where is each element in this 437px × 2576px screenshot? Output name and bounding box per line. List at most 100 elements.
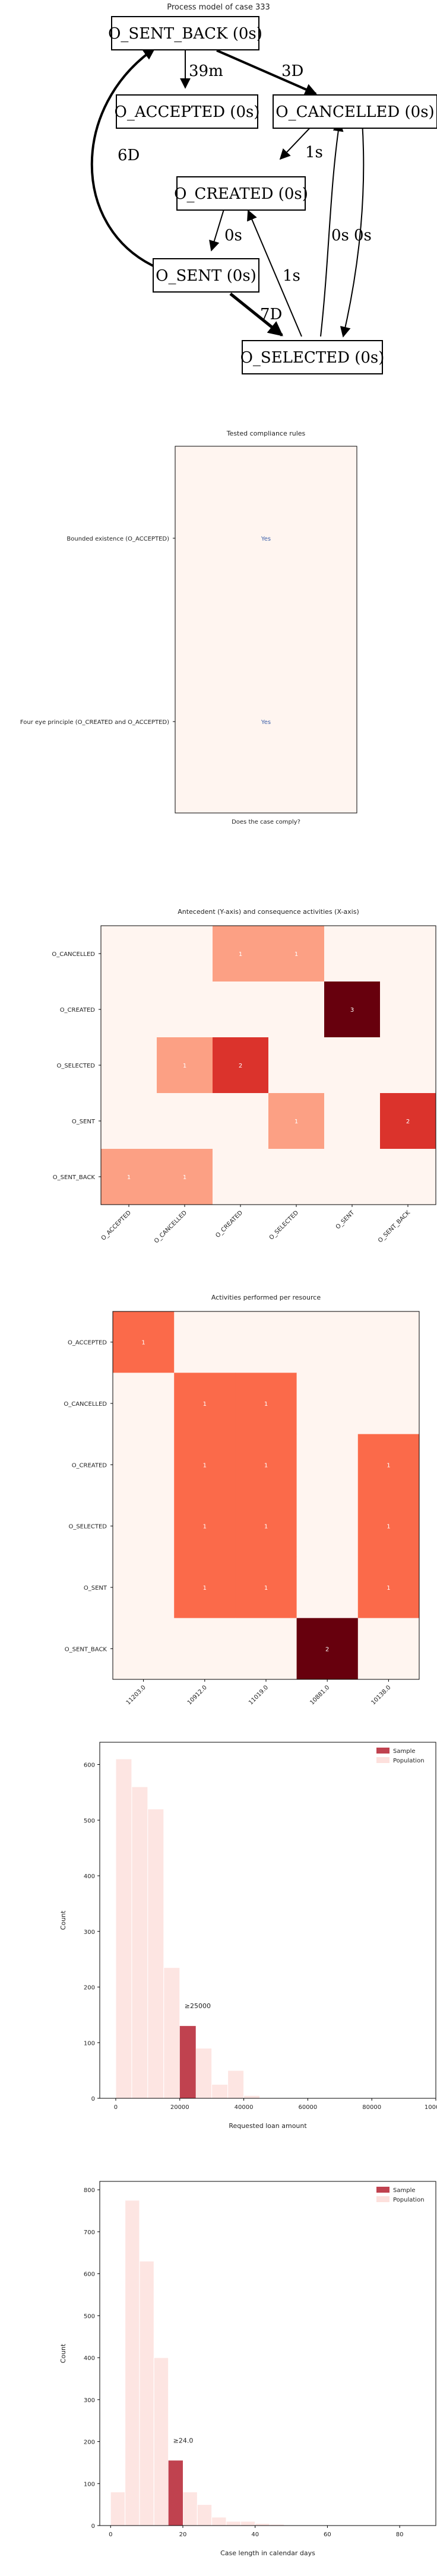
heatmap-cell-value: 1 xyxy=(203,1585,207,1592)
heatmap-cell xyxy=(101,926,157,982)
edge-sent-selected xyxy=(229,293,283,336)
heatmap-cell xyxy=(174,1311,236,1373)
heatmap-cell xyxy=(324,926,381,982)
edge-label-3d: 3D xyxy=(281,62,303,80)
heatmap-cell-value: 1 xyxy=(141,1340,145,1346)
heatmap-x-label: 11019.0 xyxy=(248,1684,270,1706)
heatmap-cell xyxy=(324,1093,381,1149)
hist-x-tick-label: 40 xyxy=(251,2531,259,2538)
hist-y-tick-label: 300 xyxy=(84,1929,95,1936)
heatmap-cell-value: 1 xyxy=(264,1462,268,1469)
hist-y-label: Count xyxy=(59,2343,67,2363)
heatmap-cell xyxy=(235,1557,297,1619)
heatmap-cell xyxy=(235,1618,297,1680)
heatmap-cell xyxy=(380,926,436,982)
node-box-cancelled xyxy=(273,94,437,129)
compliance-x-label: Does the case comply? xyxy=(232,819,300,825)
heatmap-cell-value: 1 xyxy=(387,1585,390,1592)
node-accepted: O_ACCEPTED (0s) xyxy=(115,103,260,121)
compliance-row-2: Four eye principle (O_CREATED and O_ACCE… xyxy=(20,719,271,726)
heatmap-cell-value: 1 xyxy=(239,951,242,958)
population-bar xyxy=(110,2491,126,2526)
heatmap-cell xyxy=(157,1093,213,1149)
hist-x-tick-label: 0 xyxy=(109,2531,112,2538)
heatmap-cell xyxy=(213,926,269,982)
population-bar xyxy=(211,2517,227,2526)
heatmap-cell xyxy=(235,1495,297,1557)
heatmap-cell xyxy=(174,1495,236,1557)
population-bar xyxy=(240,2521,256,2526)
compliance-rule-value: Yes xyxy=(261,719,271,726)
node-box-created xyxy=(176,176,306,211)
heatmap-x-label: O_SENT_BACK xyxy=(377,1209,411,1244)
legend-swatch-sample xyxy=(376,2187,390,2193)
heatmap-y-label: O_ACCEPTED xyxy=(68,1340,107,1346)
heatmap-cell xyxy=(113,1618,175,1680)
edge-selected-created xyxy=(247,209,302,337)
edge-label-1s-b: 1s xyxy=(283,267,300,285)
hist-x-tick-label: 60000 xyxy=(298,2104,317,2111)
population-bar xyxy=(182,2491,198,2526)
hist-x-tick-label: 80 xyxy=(396,2531,404,2538)
hist-x-tick-label: 20 xyxy=(179,2531,187,2538)
heatmap-x-label: O_SELECTED xyxy=(268,1209,300,1241)
heatmap-cell-value: 1 xyxy=(264,1401,268,1408)
hist-x-tick-label: 40000 xyxy=(235,2104,254,2111)
heatmap-cell xyxy=(357,1557,420,1619)
hist-y-tick-label: 400 xyxy=(84,1873,95,1880)
hist-frame xyxy=(99,2181,436,2526)
heatmap-y-label: O_SENT xyxy=(84,1585,107,1592)
hist-x-label: Case length in calendar days xyxy=(220,2549,315,2557)
heatmap-x-label: O_SENT xyxy=(335,1209,356,1231)
heatmap-cell-value: 2 xyxy=(239,1063,242,1069)
population-bar xyxy=(195,2048,213,2099)
node-box-sent-back xyxy=(111,16,259,50)
hist-y-tick-label: 100 xyxy=(84,2481,95,2488)
heatmap-cell xyxy=(101,1149,157,1205)
heatmap-cell xyxy=(324,982,381,1038)
heatmap-cell xyxy=(296,1618,359,1680)
legend-label-population: Population xyxy=(393,1758,425,1764)
compliance-table: Tested compliance rules Bounded existenc… xyxy=(20,430,357,825)
sample-annotation: ≥25000 xyxy=(185,2002,211,2010)
heatmap-cell xyxy=(113,1495,175,1557)
heatmap-cell-value: 1 xyxy=(294,1119,298,1125)
heatmap-y-label: O_SENT_BACK xyxy=(53,1174,96,1181)
heatmap-x-label: O_CREATED xyxy=(214,1209,244,1239)
heatmap-cell-value: 1 xyxy=(203,1401,207,1408)
edge-sent-sent-back xyxy=(90,47,156,267)
heatmap-cell xyxy=(268,926,325,982)
heatmap-cell xyxy=(268,982,325,1038)
compliance-rule-label: Bounded existence (O_ACCEPTED) xyxy=(66,536,169,542)
edge-label-1s-a: 1s xyxy=(305,144,323,161)
hist-y-tick-label: 600 xyxy=(84,2272,95,2278)
heatmap-cell xyxy=(296,1434,359,1496)
heatmap-y-label: O_CANCELLED xyxy=(52,951,95,958)
legend-label-sample: Sample xyxy=(393,1748,416,1755)
compliance-rule-value: Yes xyxy=(261,536,271,542)
population-bar xyxy=(255,2523,270,2526)
loan-amount-histogram: ≥25000 0 100 200 300 400 500 600 0 20000 40000 6000… xyxy=(59,1742,437,2130)
process-nodes: O_SENT_BACK (0s) O_ACCEPTED (0s) O_CANCE… xyxy=(108,16,437,374)
heatmap-cell xyxy=(296,1311,359,1373)
heatmap-cell-value: 1 xyxy=(264,1524,268,1530)
heatmap-cell-value: 1 xyxy=(387,1524,390,1530)
node-created: O_CREATED (0s) xyxy=(174,185,308,203)
heatmap-cell xyxy=(324,1037,381,1094)
hist-y-tick-label: 0 xyxy=(91,2523,95,2530)
edge-sent-back-cancelled xyxy=(216,49,317,95)
hist-y-tick-label: 100 xyxy=(84,2040,95,2047)
legend-label-population: Population xyxy=(393,2197,425,2203)
heatmap-y-label: O_SELECTED xyxy=(56,1063,95,1069)
edge-selected-cancelled xyxy=(320,120,344,337)
node-cancelled: O_CANCELLED (0s) xyxy=(276,103,434,121)
heatmap-cell-value: 1 xyxy=(264,1585,268,1592)
hist-x-tick-label: 100000 xyxy=(425,2104,437,2111)
heatmap-cell xyxy=(213,1037,269,1094)
heatmap-cell xyxy=(213,1149,269,1205)
heatmap-cell-value: 1 xyxy=(203,1524,207,1530)
heatmap-cell xyxy=(174,1434,236,1496)
node-sent: O_SENT (0s) xyxy=(156,267,256,285)
heatmap-cell xyxy=(157,1149,213,1205)
